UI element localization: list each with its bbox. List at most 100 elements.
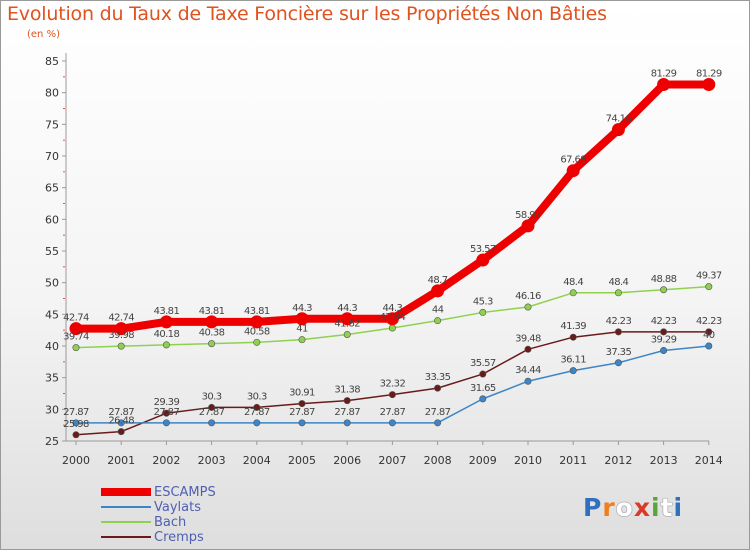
- data-label-escamps: 42.74: [63, 313, 89, 324]
- y-tick-label: 85: [45, 55, 59, 68]
- data-label-bach: 45.3: [473, 296, 493, 307]
- logo-letter: x: [633, 493, 651, 522]
- data-label-escamps: 53.57: [470, 244, 496, 255]
- data-point-escamps: [385, 312, 399, 326]
- data-point-cremps: [162, 409, 170, 417]
- x-tick-label: 2007: [378, 454, 406, 467]
- legend-swatch-vaylats: [101, 506, 151, 508]
- data-point-escamps: [611, 123, 625, 137]
- data-point-vaylats: [614, 359, 622, 367]
- data-label-bach: 41.82: [334, 318, 360, 329]
- data-label-bach: 46.16: [515, 291, 541, 302]
- logo-letter: t: [660, 493, 674, 522]
- logo-letter: r: [602, 493, 616, 522]
- data-label-cremps: 42.23: [696, 316, 722, 327]
- data-label-bach: 41: [296, 324, 308, 335]
- data-point-cremps: [343, 397, 351, 405]
- data-point-bach: [388, 324, 396, 332]
- proxiti-logo: Proxiti: [583, 493, 683, 522]
- data-label-cremps: 26.48: [108, 416, 134, 427]
- legend-swatch-bach: [101, 521, 151, 523]
- data-label-vaylats: 27.87: [199, 407, 225, 418]
- data-point-cremps: [660, 328, 668, 336]
- legend-label-vaylats: Vaylats: [154, 500, 201, 515]
- data-label-vaylats: 27.87: [380, 407, 406, 418]
- data-point-bach: [298, 336, 306, 344]
- data-point-vaylats: [162, 419, 170, 427]
- legend-label-bach: Bach: [154, 515, 187, 530]
- data-point-escamps: [69, 322, 83, 336]
- y-tick-label: 65: [45, 182, 59, 195]
- y-tick-label: 75: [45, 118, 59, 131]
- data-point-cremps: [569, 333, 577, 341]
- data-point-bach: [660, 286, 668, 294]
- data-label-cremps: 32.32: [380, 379, 406, 390]
- data-point-vaylats: [343, 419, 351, 427]
- data-label-bach: 39.98: [108, 330, 134, 341]
- series-lines: [69, 77, 716, 439]
- y-tick-label: 45: [45, 308, 59, 321]
- x-tick-label: 2010: [514, 454, 542, 467]
- x-tick-label: 2006: [333, 454, 361, 467]
- logo-letter: i: [673, 493, 684, 522]
- data-label-escamps: 81.29: [651, 68, 677, 79]
- data-label-bach: 44: [432, 305, 444, 316]
- data-point-escamps: [159, 315, 173, 329]
- data-point-escamps: [566, 164, 580, 178]
- data-label-vaylats: 34.44: [515, 365, 541, 376]
- data-point-bach: [569, 289, 577, 297]
- data-point-cremps: [72, 431, 80, 439]
- data-point-escamps: [476, 253, 490, 267]
- data-point-escamps: [114, 322, 128, 336]
- data-point-vaylats: [253, 419, 261, 427]
- x-tick-label: 2011: [559, 454, 587, 467]
- data-point-escamps: [521, 219, 535, 233]
- y-tick-label: 80: [45, 87, 59, 100]
- series-cremps: [72, 328, 713, 439]
- x-tick-label: 2012: [604, 454, 632, 467]
- data-point-vaylats: [569, 367, 577, 375]
- y-tick-label: 40: [45, 340, 59, 353]
- axes: 25 30 35 40 45 50 55 60 65 70 75 80 85 2000 2001 2002 20…: [45, 53, 723, 467]
- data-label-cremps: 31.38: [334, 385, 360, 396]
- x-tick-label: 2014: [695, 454, 723, 467]
- data-point-cremps: [434, 384, 442, 392]
- data-point-bach: [343, 330, 351, 338]
- data-point-vaylats: [524, 377, 532, 385]
- data-point-bach: [72, 344, 80, 352]
- data-point-escamps: [657, 77, 671, 91]
- data-label-escamps: 74.16: [606, 114, 632, 125]
- data-point-escamps: [431, 284, 445, 298]
- data-point-vaylats: [208, 419, 216, 427]
- data-label-vaylats: 27.87: [154, 407, 180, 418]
- data-point-escamps: [205, 315, 219, 329]
- data-label-vaylats: 27.87: [63, 407, 89, 418]
- data-label-vaylats: 31.65: [470, 383, 496, 394]
- data-point-bach: [479, 308, 487, 316]
- y-axis-unit-label: (en %): [27, 29, 60, 40]
- data-point-vaylats: [660, 346, 668, 354]
- data-label-escamps: 44.3: [292, 303, 312, 314]
- data-point-bach: [208, 340, 216, 348]
- y-tick-label: 25: [45, 435, 59, 448]
- data-point-vaylats: [705, 342, 713, 350]
- data-label-cremps: 33.35: [425, 372, 451, 383]
- data-label-bach: 42.84: [380, 312, 406, 323]
- data-label-escamps: 81.29: [696, 68, 722, 79]
- legend-label-cremps: Cremps: [154, 530, 204, 545]
- data-label-cremps: 35.57: [470, 358, 496, 369]
- data-point-escamps: [340, 312, 354, 326]
- data-label-bach: 48.4: [563, 277, 583, 288]
- data-label-cremps: 42.23: [651, 316, 677, 327]
- x-tick-label: 2013: [650, 454, 678, 467]
- data-label-vaylats: 40: [703, 330, 715, 341]
- data-label-vaylats: 27.87: [108, 407, 134, 418]
- x-tick-label: 2001: [107, 454, 135, 467]
- data-label-escamps: 67.68: [560, 155, 586, 166]
- y-tick-label: 60: [45, 213, 59, 226]
- x-tick-label: 2004: [243, 454, 271, 467]
- data-point-cremps: [479, 370, 487, 378]
- data-label-escamps: 44.3: [382, 303, 402, 314]
- data-point-vaylats: [298, 419, 306, 427]
- data-label-bach: 48.88: [651, 274, 677, 285]
